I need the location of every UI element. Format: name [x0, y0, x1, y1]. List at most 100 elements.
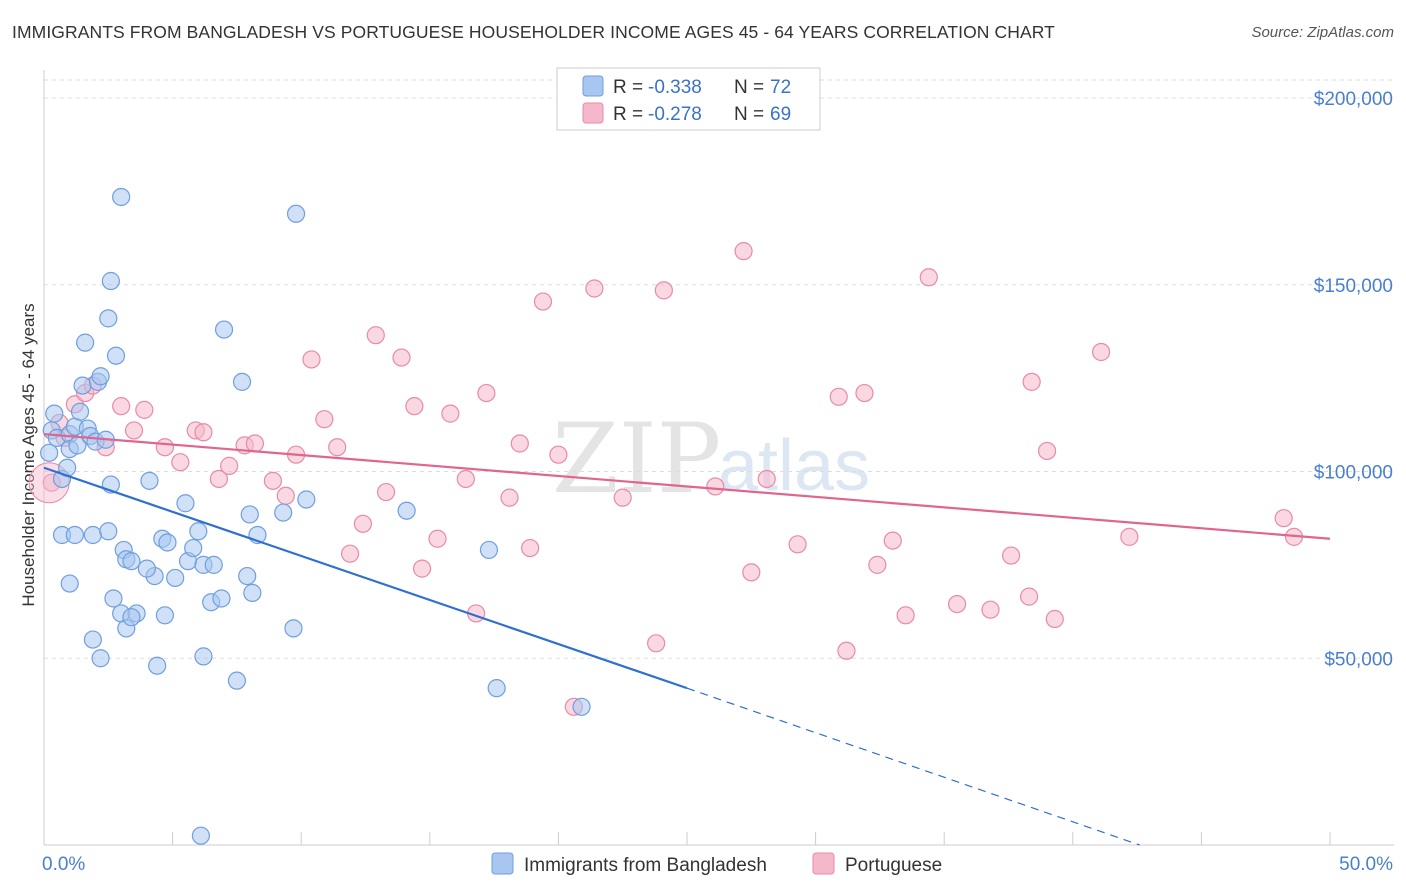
scatter-point	[176, 494, 195, 513]
scatter-point	[510, 434, 529, 453]
scatter-point	[1120, 527, 1139, 546]
scatter-point	[65, 525, 84, 545]
scatter-point	[166, 568, 185, 588]
scatter-point	[104, 589, 123, 608]
scatter-point	[171, 453, 190, 472]
scatter-point	[328, 438, 347, 457]
scatter-point	[60, 574, 79, 593]
scatter-point	[137, 559, 156, 578]
scatter-point	[533, 292, 553, 311]
scatter-point	[220, 456, 239, 475]
scatter-point	[757, 469, 776, 489]
scatter-point	[232, 372, 252, 391]
scatter-point	[1001, 546, 1021, 565]
scatter-point	[1091, 342, 1111, 362]
scatter-point	[191, 826, 210, 845]
watermark-atlas: atlas	[718, 426, 870, 506]
scatter-point	[1037, 441, 1057, 461]
scatter-point	[868, 555, 887, 574]
scatter-point	[654, 281, 673, 300]
scatter-point	[286, 204, 306, 223]
scatter-point	[243, 583, 262, 602]
legend-r-value-portuguese: -0.278	[648, 104, 702, 125]
trend-lines	[43, 433, 1331, 846]
scatter-point	[91, 649, 110, 668]
y-axis-label: Householder Income Ages 45 - 64 years	[19, 303, 38, 606]
scatter-point	[284, 619, 303, 638]
scatter-point	[428, 529, 447, 548]
scatter-point	[158, 533, 177, 552]
source-label: Source: ZipAtlas.com	[1251, 24, 1394, 41]
y-tick-labels: $50,000 $100,000 $150,000 $200,000	[1314, 89, 1393, 670]
scatter-point	[122, 552, 141, 571]
scatter-point	[297, 490, 316, 509]
scatter-point	[1274, 509, 1293, 528]
scatter-point	[829, 387, 848, 406]
scatter-point	[83, 630, 102, 649]
scatter-point	[477, 383, 496, 403]
scatter-point	[788, 535, 807, 554]
legend-r-value-bangladesh: -0.338	[648, 77, 702, 98]
scatter-point	[521, 538, 540, 558]
scatter-point	[184, 538, 203, 558]
x-tick-label-min: 0.0%	[42, 854, 85, 875]
scatter-point	[340, 544, 360, 563]
scatter-point	[274, 503, 293, 522]
scatter-point	[613, 488, 632, 507]
legend-r-label-1: R =	[613, 77, 643, 98]
x-tick-marks	[43, 832, 1331, 845]
scatter-point	[585, 279, 604, 298]
scatter-point	[106, 346, 126, 365]
scatter-point	[76, 333, 95, 352]
scatter-point	[209, 469, 228, 489]
scatter-point	[706, 477, 725, 496]
scatter-point	[124, 421, 144, 440]
bottom-legend-label-bangladesh: Immigrants from Bangladesh	[524, 855, 767, 876]
trend-line-bangladesh-extension	[686, 687, 1140, 846]
watermark-zip: ZIP	[552, 403, 721, 515]
trend-line-bangladesh	[43, 466, 688, 690]
legend-n-label-2: N =	[734, 104, 764, 125]
y-tick-label: $200,000	[1314, 89, 1393, 110]
series-portuguese-points	[28, 242, 1304, 716]
scatter-point	[194, 647, 213, 666]
scatter-point	[412, 559, 432, 578]
x-tick-label-max: 50.0%	[1339, 854, 1393, 875]
scatter-point	[392, 348, 411, 367]
scatter-point	[397, 501, 416, 520]
scatter-point	[238, 566, 257, 586]
scatter-point	[479, 540, 499, 560]
scatter-point	[405, 397, 424, 416]
x-tick-labels: 0.0% 50.0%	[42, 854, 1393, 875]
scatter-point	[148, 656, 167, 675]
bottom-legend-swatch-portuguese	[812, 852, 835, 875]
scatter-point	[227, 671, 246, 690]
scatter-point	[276, 486, 295, 505]
scatter-point	[40, 443, 59, 462]
series-bangladesh-points	[40, 187, 591, 845]
scatter-point	[919, 268, 938, 287]
scatter-point	[647, 634, 666, 653]
scatter-point	[315, 410, 334, 429]
scatter-point	[1022, 372, 1041, 391]
scatter-point	[1045, 609, 1064, 629]
y-tick-label: $100,000	[1314, 463, 1393, 484]
scatter-point	[99, 522, 118, 541]
scatter-point	[837, 641, 856, 660]
legend-swatch-portuguese	[582, 102, 604, 124]
scatter-point	[189, 522, 208, 541]
scatter-point	[896, 606, 915, 625]
scatter-point	[83, 525, 102, 545]
bottom-legend: Immigrants from Bangladesh Portuguese	[491, 852, 942, 876]
scatter-point	[734, 242, 753, 261]
y-tick-label: $50,000	[1324, 649, 1393, 670]
y-tick-label: $150,000	[1314, 276, 1393, 297]
scatter-point	[112, 187, 131, 207]
scatter-point	[549, 445, 568, 464]
scatter-point	[500, 488, 519, 507]
scatter-point	[366, 326, 385, 345]
bottom-legend-label-portuguese: Portuguese	[845, 855, 942, 876]
scatter-point	[245, 434, 265, 453]
scatter-point	[572, 697, 591, 716]
scatter-point	[487, 679, 506, 698]
